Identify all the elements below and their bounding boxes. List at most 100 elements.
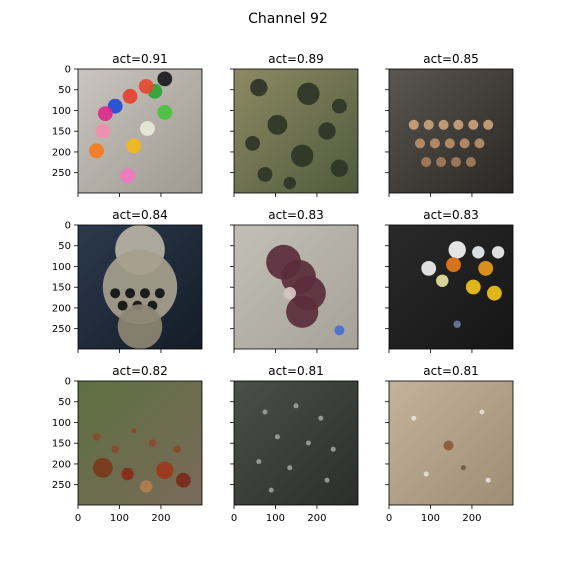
image-blob <box>125 288 136 299</box>
image-blob <box>474 138 485 149</box>
image-blob <box>451 157 461 167</box>
image-blob <box>126 138 142 154</box>
image-blob <box>460 465 466 471</box>
image-blob <box>95 123 111 139</box>
image-blob <box>421 261 437 276</box>
image-blob <box>459 138 470 149</box>
image-blob <box>140 480 153 493</box>
panel-title: act=0.83 <box>423 208 478 222</box>
y-tick-label: 50 <box>58 397 71 408</box>
panel-9: act=0.81 0 100 200 <box>385 364 514 524</box>
image-blob <box>324 477 330 483</box>
y-tick-label: 50 <box>58 241 71 252</box>
panel-image-content <box>421 241 505 328</box>
image-blob <box>330 159 349 177</box>
image-blob <box>423 471 429 477</box>
panel-8: act=0.81 0 100 200 <box>230 364 359 524</box>
y-tick-label: 0 <box>65 221 71 232</box>
panel-image-content <box>89 71 173 184</box>
panel-1: act=0.91 0 50 100 150 200 250 <box>52 52 203 197</box>
image-blob <box>92 457 113 478</box>
image-blob <box>421 157 432 167</box>
image-blob <box>453 119 464 130</box>
image-blob <box>287 465 293 471</box>
panel-title: act=0.91 <box>112 52 167 66</box>
image-blob <box>256 459 262 465</box>
image-blob <box>483 119 494 130</box>
x-tick-label: 0 <box>231 513 237 524</box>
panel-grid: act=0.91 0 50 100 150 200 250 act=0.89 act=0.85 a… <box>52 52 514 524</box>
image-blob <box>154 288 165 299</box>
image-blob <box>468 119 479 130</box>
y-tick-label: 250 <box>52 324 71 335</box>
panel-2: act=0.89 <box>230 52 359 197</box>
image-blob <box>157 71 173 87</box>
panel-title: act=0.81 <box>423 364 478 378</box>
figure-title: Channel 92 <box>248 11 328 27</box>
y-tick-label: 0 <box>65 65 71 76</box>
image-blob <box>157 105 173 120</box>
panel-title: act=0.82 <box>112 364 167 378</box>
panel-image <box>234 381 358 505</box>
image-blob <box>120 168 135 184</box>
image-blob <box>318 122 336 140</box>
image-blob <box>444 138 455 149</box>
image-blob <box>97 106 113 121</box>
image-blob <box>293 403 299 409</box>
x-tick-label: 100 <box>421 513 440 524</box>
panel-title: act=0.84 <box>112 208 167 222</box>
image-blob <box>267 114 288 135</box>
image-blob <box>268 487 274 493</box>
y-tick-label: 200 <box>52 147 71 158</box>
image-blob <box>140 288 150 299</box>
image-blob <box>92 433 101 441</box>
y-tick-label: 150 <box>52 283 71 294</box>
image-blob <box>465 279 481 295</box>
y-tick-label: 100 <box>52 262 71 273</box>
image-blob <box>491 246 505 259</box>
image-blob <box>138 79 154 94</box>
y-tick-label: 200 <box>52 303 71 314</box>
y-tick-label: 100 <box>52 418 71 429</box>
image-blob <box>131 428 137 434</box>
image-blob <box>438 119 449 130</box>
panel-image-content <box>266 244 345 336</box>
y-tick-label: 50 <box>58 85 71 96</box>
image-blob <box>487 285 502 301</box>
y-tick-label: 250 <box>52 480 71 491</box>
x-tick-label: 0 <box>386 513 392 524</box>
image-blob <box>472 246 485 259</box>
x-tick-label: 200 <box>462 513 481 524</box>
x-tick-label: 200 <box>151 513 170 524</box>
x-tick-label: 0 <box>75 513 81 524</box>
image-blob <box>111 445 119 453</box>
y-tick-label: 150 <box>52 127 71 138</box>
image-blob <box>117 300 128 311</box>
image-blob <box>148 439 157 447</box>
panel-4: act=0.84 0 50 100 150 200 250 <box>52 208 203 353</box>
panel-image <box>389 69 513 193</box>
image-blob <box>245 136 260 151</box>
image-blob <box>176 472 191 488</box>
y-tick-label: 150 <box>52 439 71 450</box>
image-blob <box>318 415 324 421</box>
image-blob <box>110 288 121 299</box>
image-blob <box>436 274 449 287</box>
image-blob <box>305 440 311 446</box>
y-tick-label: 200 <box>52 459 71 470</box>
panel-title: act=0.83 <box>268 208 323 222</box>
image-blob <box>423 119 434 130</box>
image-blob <box>291 144 314 167</box>
panel-3: act=0.85 <box>385 52 514 197</box>
image-blob <box>408 119 419 130</box>
image-blob <box>283 176 296 190</box>
panel-title: act=0.81 <box>268 364 323 378</box>
image-blob <box>330 446 336 452</box>
image-blob <box>332 98 347 114</box>
image-blob <box>411 415 417 421</box>
image-blob <box>485 477 491 483</box>
image-blob <box>478 261 494 276</box>
panel-image-content <box>408 119 494 167</box>
image-blob <box>448 241 466 259</box>
image-blob <box>297 82 320 106</box>
